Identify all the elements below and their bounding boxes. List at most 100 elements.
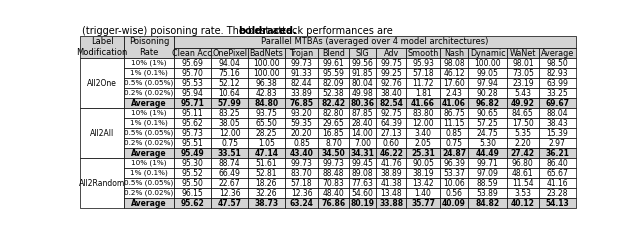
Bar — [349, 128, 376, 138]
Text: 11.15: 11.15 — [444, 118, 465, 128]
Bar — [349, 48, 376, 58]
Text: 97.09: 97.09 — [477, 169, 499, 178]
Text: 93.20: 93.20 — [291, 109, 312, 118]
Bar — [211, 108, 248, 118]
Bar — [507, 158, 539, 168]
Bar — [539, 128, 575, 138]
Text: (trigger-wise) poisoning rate. The best attack performances are: (trigger-wise) poisoning rate. The best … — [81, 27, 396, 37]
Bar — [406, 68, 440, 78]
Text: 0.75: 0.75 — [445, 139, 463, 148]
Text: 88.04: 88.04 — [547, 109, 568, 118]
Text: 95.94: 95.94 — [182, 89, 204, 98]
Bar — [174, 198, 211, 208]
Bar — [285, 148, 318, 158]
Text: 1.40: 1.40 — [415, 189, 431, 198]
Bar — [81, 58, 124, 108]
Text: 15.39: 15.39 — [547, 129, 568, 138]
Bar — [507, 98, 539, 108]
Text: 53.89: 53.89 — [477, 189, 499, 198]
Bar — [285, 68, 318, 78]
Text: 99.73: 99.73 — [291, 159, 312, 168]
Text: 2.97: 2.97 — [548, 139, 566, 148]
Text: 47.57: 47.57 — [218, 199, 241, 208]
Text: 2.43: 2.43 — [445, 89, 463, 98]
Text: 10% (1%): 10% (1%) — [131, 110, 167, 116]
Bar — [406, 158, 440, 168]
Bar — [211, 168, 248, 178]
Text: 57.18: 57.18 — [412, 69, 434, 78]
Text: 96.15: 96.15 — [182, 189, 204, 198]
Bar — [440, 198, 468, 208]
Text: 0.56: 0.56 — [445, 189, 463, 198]
Bar — [406, 168, 440, 178]
Bar — [174, 88, 211, 98]
Bar — [174, 158, 211, 168]
Text: 66.49: 66.49 — [219, 169, 241, 178]
Text: 51.61: 51.61 — [255, 159, 277, 168]
Bar — [248, 198, 285, 208]
Bar — [406, 178, 440, 188]
Bar — [406, 78, 440, 88]
Bar — [174, 68, 211, 78]
Text: 27.13: 27.13 — [380, 129, 402, 138]
Text: 98.50: 98.50 — [547, 59, 568, 68]
Bar — [248, 158, 285, 168]
Text: Adv: Adv — [383, 49, 399, 57]
Text: 83.80: 83.80 — [412, 109, 434, 118]
Bar — [376, 98, 406, 108]
Bar — [507, 78, 539, 88]
Text: 0.85: 0.85 — [293, 139, 310, 148]
Bar — [81, 108, 124, 158]
Bar — [440, 178, 468, 188]
Text: 38.05: 38.05 — [219, 118, 241, 128]
Text: 24.87: 24.87 — [442, 149, 466, 158]
Text: 0.2% (0.02%): 0.2% (0.02%) — [124, 90, 173, 96]
Text: 52.12: 52.12 — [219, 79, 240, 88]
Text: 98.01: 98.01 — [512, 59, 534, 68]
Text: 95.93: 95.93 — [412, 59, 434, 68]
Bar — [349, 178, 376, 188]
Bar — [468, 88, 507, 98]
Text: 92.75: 92.75 — [380, 109, 402, 118]
Text: 0.75: 0.75 — [221, 139, 238, 148]
Text: 65.50: 65.50 — [255, 118, 277, 128]
Text: Average: Average — [131, 199, 167, 208]
Bar — [468, 158, 507, 168]
Text: 33.51: 33.51 — [218, 149, 241, 158]
Bar — [406, 128, 440, 138]
Bar — [248, 168, 285, 178]
Bar — [539, 88, 575, 98]
Text: 10% (1%): 10% (1%) — [131, 160, 167, 166]
Bar — [376, 48, 406, 58]
Bar — [468, 68, 507, 78]
Bar — [507, 188, 539, 198]
Bar — [406, 58, 440, 68]
Bar — [248, 118, 285, 128]
Bar — [440, 48, 468, 58]
Text: Trojan: Trojan — [289, 49, 314, 57]
Bar — [440, 138, 468, 148]
Bar — [349, 148, 376, 158]
Text: 5.35: 5.35 — [515, 129, 531, 138]
Text: Poisoning
Rate: Poisoning Rate — [129, 37, 170, 57]
Bar — [349, 198, 376, 208]
Text: Clean Acc.: Clean Acc. — [172, 49, 214, 57]
Text: 99.25: 99.25 — [380, 69, 402, 78]
Bar — [81, 158, 124, 208]
Bar — [539, 78, 575, 88]
Bar — [539, 108, 575, 118]
Bar — [440, 188, 468, 198]
Bar — [376, 128, 406, 138]
Bar — [507, 168, 539, 178]
Bar — [174, 58, 211, 68]
Bar — [248, 58, 285, 68]
Text: 100.00: 100.00 — [253, 59, 280, 68]
Bar — [539, 138, 575, 148]
Bar — [318, 68, 349, 78]
Text: 27.42: 27.42 — [511, 149, 535, 158]
Text: 76.85: 76.85 — [290, 99, 314, 108]
Text: 16.85: 16.85 — [323, 129, 344, 138]
Text: 2.20: 2.20 — [515, 139, 531, 148]
Bar — [376, 108, 406, 118]
Text: 99.45: 99.45 — [351, 159, 373, 168]
